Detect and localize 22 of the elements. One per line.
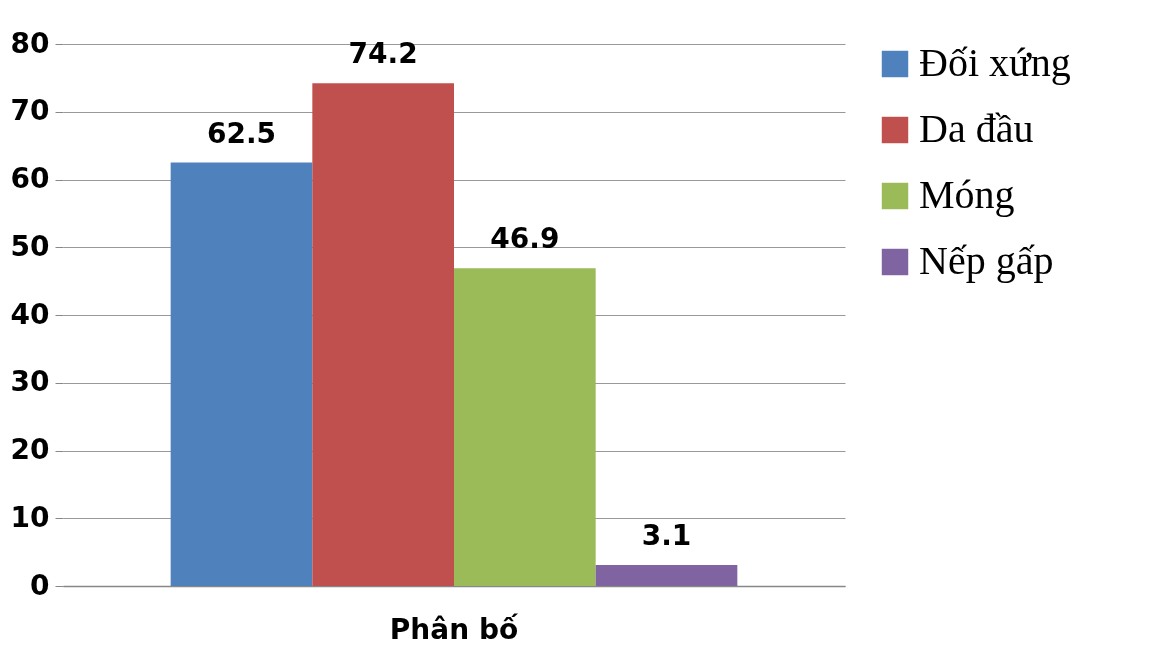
y-tick-label: 40: [10, 297, 50, 331]
y-tick-label: 60: [10, 162, 50, 195]
x-tick-label: Phân bố: [389, 612, 519, 646]
legend-label: Móng: [919, 172, 1015, 217]
y-tick-label: 20: [10, 433, 50, 466]
data-label: 74.2: [348, 37, 418, 71]
data-label: 46.9: [490, 222, 560, 256]
legend-label: Nếp gấp: [919, 238, 1054, 283]
legend-label: Da đầu: [919, 106, 1034, 151]
y-tick-label: 10: [10, 500, 50, 534]
bar: [170, 162, 313, 586]
data-label: 62.5: [206, 116, 277, 150]
y-tick-label: 0: [30, 568, 50, 602]
bar: [595, 565, 738, 586]
data-label: 3.1: [641, 519, 692, 552]
y-tick-label: 30: [10, 365, 50, 399]
bar: [312, 83, 454, 586]
y-tick-label: 80: [10, 26, 50, 60]
y-tick-label: 50: [10, 229, 50, 263]
bar: [454, 268, 596, 586]
y-tick-label: 70: [10, 94, 50, 128]
legend-label: Đối xứng: [919, 40, 1071, 85]
